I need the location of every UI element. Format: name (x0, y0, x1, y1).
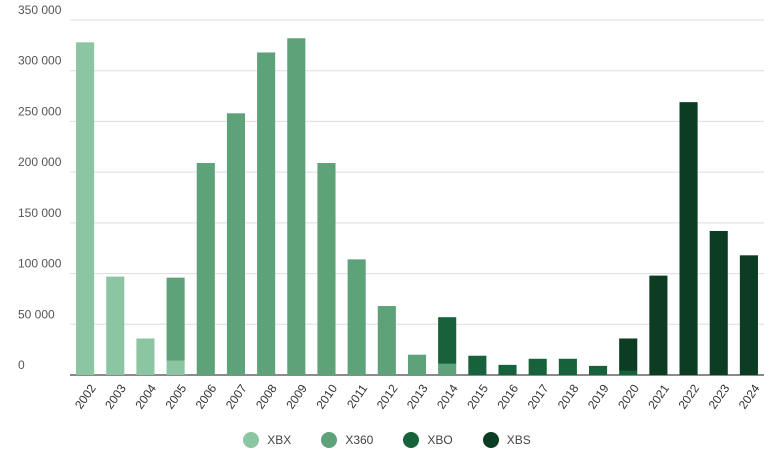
legend-item-xbo: XBO (403, 432, 453, 448)
x-tick-label: 2004 (132, 381, 159, 411)
x-tick-label: 2021 (645, 381, 672, 411)
y-tick-label: 150 000 (18, 206, 62, 220)
bar-x360-2014 (438, 363, 457, 375)
x-tick-label: 2009 (283, 381, 310, 411)
bar-x360-2008 (257, 52, 276, 375)
bar-xbs-2022 (679, 102, 698, 376)
x-tick-label: 2012 (374, 381, 401, 411)
bar-x360-2013 (407, 354, 427, 375)
y-tick-label: 50 000 (18, 307, 55, 321)
bar-xbo-2014 (438, 317, 457, 364)
legend-label: X360 (345, 433, 374, 447)
x-tick-label: 2023 (706, 381, 733, 411)
bar-xbx-2005 (166, 360, 185, 375)
bar-x360-2005 (166, 277, 185, 361)
bar-xbo-2016 (498, 364, 517, 375)
legend-item-x360: X360 (321, 432, 373, 448)
bar-x360-2009 (287, 38, 306, 375)
bar-xbo-2018 (558, 358, 577, 375)
y-tick-label: 100 000 (18, 257, 62, 271)
bar-x360-2012 (377, 306, 396, 375)
legend-item-xbs: XBS (482, 432, 531, 448)
legend-label: XBO (427, 433, 453, 447)
x-tick-label: 2017 (525, 381, 552, 411)
bar-xbs-2023 (709, 230, 728, 375)
bar-x360-2006 (196, 163, 215, 375)
x-tick-label: 2019 (585, 381, 612, 411)
x-tick-label: 2003 (102, 381, 129, 411)
y-tick-label: 350 000 (18, 3, 62, 17)
x-tick-label: 2002 (72, 381, 99, 411)
x-tick-label: 2006 (193, 381, 220, 411)
x-tick-label: 2007 (223, 381, 250, 411)
legend-swatch (482, 432, 499, 448)
x-tick-label: 2015 (464, 381, 491, 411)
x-tick-label: 2014 (434, 381, 461, 411)
bar-x360-2010 (317, 163, 336, 375)
x-tick-label: 2013 (404, 381, 431, 411)
bar-x360-2007 (226, 113, 246, 376)
y-tick-label: 200 000 (18, 155, 62, 169)
y-tick-label: 250 000 (18, 104, 62, 118)
bar-xbo-2020 (619, 370, 638, 375)
x-tick-label: 2005 (162, 381, 189, 411)
bar-xbs-2020 (619, 338, 638, 371)
x-tick-label: 2011 (344, 381, 370, 410)
legend-item-xbx: XBX (243, 432, 291, 448)
bar-xbx-2003 (106, 276, 125, 375)
y-tick-label: 0 (18, 358, 25, 372)
chart-legend: XBX X360 XBO XBS (0, 432, 774, 448)
bar-xbx-2002 (76, 42, 95, 376)
bar-xbx-2004 (136, 338, 155, 375)
x-tick-label: 2008 (253, 381, 280, 411)
bar-xbs-2021 (649, 275, 668, 375)
bar-xbs-2024 (739, 255, 758, 375)
x-tick-label: 2022 (675, 381, 702, 411)
bar-x360-2011 (347, 259, 366, 375)
bar-xbo-2017 (528, 358, 547, 375)
x-tick-label: 2018 (555, 381, 582, 411)
legend-swatch (321, 432, 338, 448)
x-tick-label: 2016 (494, 381, 521, 411)
bar-xbo-2019 (588, 365, 608, 375)
legend-swatch (403, 432, 420, 448)
x-tick-label: 2010 (313, 381, 340, 411)
y-tick-label: 300 000 (18, 54, 62, 68)
legend-label: XBX (267, 433, 292, 447)
legend-label: XBS (506, 433, 531, 447)
legend-swatch (243, 432, 260, 448)
bar-xbo-2015 (468, 355, 487, 375)
x-tick-label: 2020 (615, 381, 642, 411)
x-tick-label: 2024 (736, 381, 763, 411)
